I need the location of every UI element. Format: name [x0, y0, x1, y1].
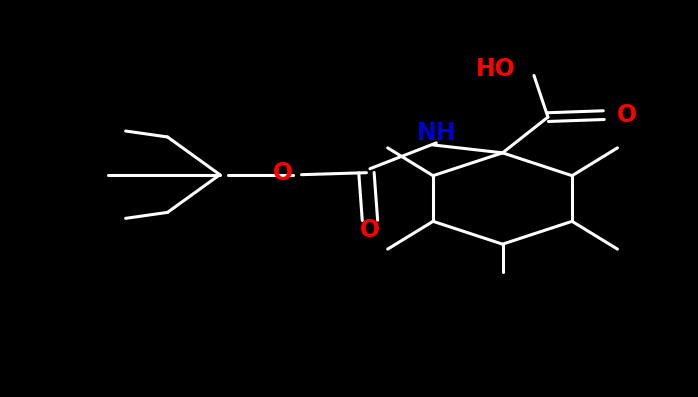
Text: NH: NH: [417, 121, 456, 145]
Text: O: O: [360, 218, 380, 242]
Text: HO: HO: [475, 58, 516, 81]
Text: O: O: [273, 161, 292, 185]
Text: O: O: [617, 103, 637, 127]
